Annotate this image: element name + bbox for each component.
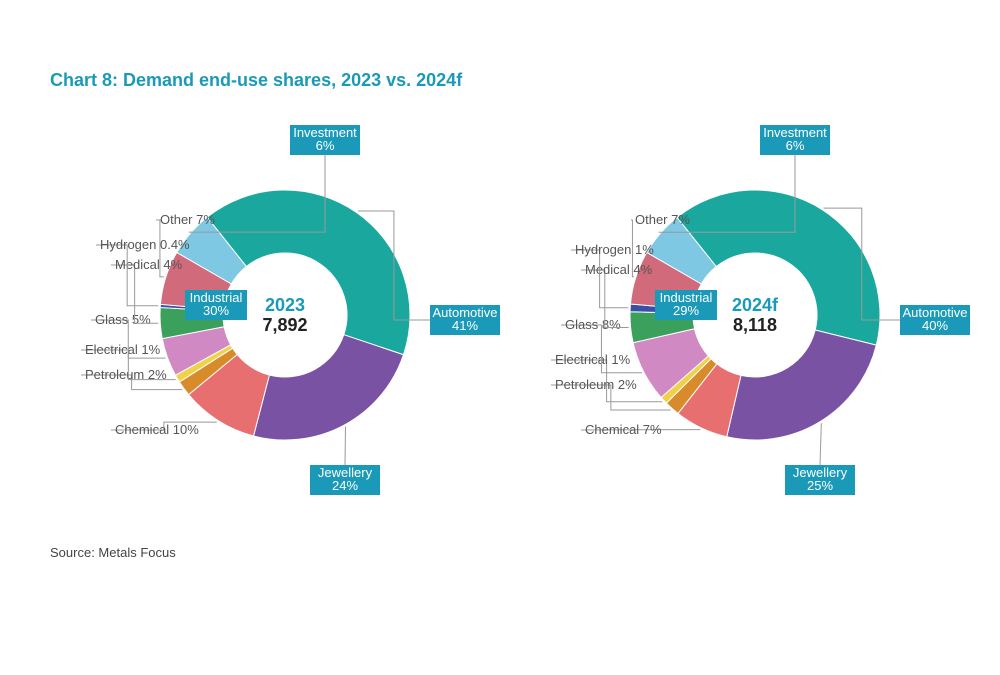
tag-pct: 40%	[922, 318, 948, 333]
label-glass: Glass 5%	[95, 312, 151, 327]
label-chemical: Chemical 10%	[115, 422, 199, 437]
label-medical: Medical 4%	[115, 257, 183, 272]
label-other: Other 7%	[160, 212, 215, 227]
tag-pct: 24%	[332, 478, 358, 493]
label-other: Other 7%	[635, 212, 690, 227]
tag-pct: 25%	[807, 478, 833, 493]
chart-source: Source: Metals Focus	[50, 545, 176, 560]
label-electrical: Electrical 1%	[555, 352, 631, 367]
label-petroleum: Petroleum 2%	[555, 377, 637, 392]
tag-pct: 41%	[452, 318, 478, 333]
donut-2023: Investment6%Automotive41%Jewellery24%Che…	[60, 100, 510, 530]
donut-2024f: Investment6%Automotive40%Jewellery25%Che…	[530, 100, 980, 530]
center-year: 2023	[265, 295, 305, 315]
label-hydrogen: Hydrogen 0.4%	[100, 237, 190, 252]
slice-jewellery	[727, 330, 877, 440]
label-hydrogen: Hydrogen 1%	[575, 242, 654, 257]
tag-pct: 6%	[316, 138, 335, 153]
slice-jewellery	[254, 335, 404, 440]
label-medical: Medical 4%	[585, 262, 653, 277]
label-chemical: Chemical 7%	[585, 422, 662, 437]
center-total: 8,118	[733, 315, 777, 335]
label-electrical: Electrical 1%	[85, 342, 161, 357]
label-glass: Glass 8%	[565, 317, 621, 332]
tag-pct: 6%	[786, 138, 805, 153]
tag-industrial-pct: 29%	[673, 303, 699, 318]
center-year: 2024f	[732, 295, 779, 315]
tag-industrial-pct: 30%	[203, 303, 229, 318]
chart-title: Chart 8: Demand end-use shares, 2023 vs.…	[50, 70, 462, 91]
center-total: 7,892	[262, 315, 307, 335]
